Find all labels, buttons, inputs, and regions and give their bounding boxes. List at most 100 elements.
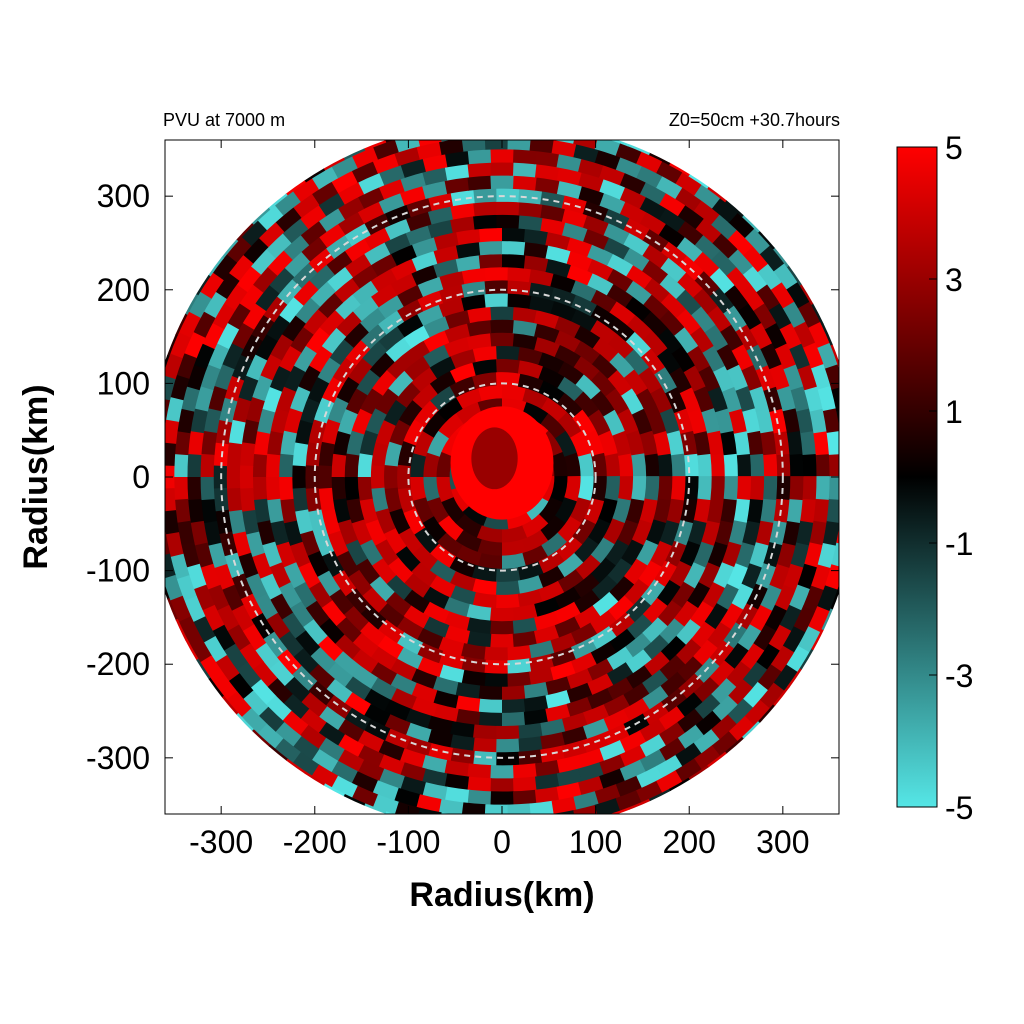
field-cell (477, 240, 502, 256)
field-cell (467, 776, 492, 792)
field-cell (665, 540, 688, 567)
field-cell (726, 363, 749, 391)
field-cell (289, 326, 314, 354)
field-cell (437, 515, 465, 542)
field-cell (598, 178, 626, 200)
field-cell (328, 338, 354, 366)
field-cell (709, 266, 735, 294)
field-cell (799, 283, 814, 305)
field-cell (809, 519, 828, 546)
colorbar-tick-label: 1 (945, 394, 963, 430)
field-cell (148, 488, 163, 512)
field-cell (658, 309, 685, 336)
field-cell (337, 519, 359, 546)
field-cell (830, 586, 839, 610)
field-cell (326, 266, 353, 293)
field-cell (289, 386, 311, 413)
field-cell (625, 264, 653, 289)
field-cell (825, 563, 839, 590)
field-cell (741, 214, 760, 233)
field-cell (811, 628, 825, 651)
field-cell (351, 280, 379, 306)
field-cell (479, 711, 503, 727)
field-cell (207, 584, 230, 612)
field-cell (334, 634, 362, 661)
field-cell (257, 723, 285, 750)
field-cell (352, 632, 380, 659)
field-cell (254, 284, 280, 312)
field-cell (165, 399, 170, 423)
field-cell (478, 553, 503, 570)
field-cell (727, 229, 754, 256)
field-cell (421, 411, 447, 439)
field-cell (752, 302, 777, 330)
field-cell (598, 164, 625, 186)
field-cell (318, 706, 346, 731)
field-cell (174, 498, 191, 524)
field-cell (522, 228, 548, 246)
field-cell (502, 698, 527, 714)
field-cell (850, 521, 856, 545)
field-cell (423, 601, 451, 625)
field-cell (544, 258, 571, 278)
field-cell (573, 390, 600, 418)
field-cell (556, 535, 584, 562)
field-cell (398, 527, 423, 555)
field-cell (742, 661, 769, 688)
field-cell (389, 273, 417, 296)
field-cell (225, 236, 252, 264)
field-cell (297, 365, 321, 393)
field-cell (238, 284, 264, 312)
field-cell (625, 330, 652, 358)
field-cell (241, 510, 260, 536)
field-cell (571, 408, 597, 436)
field-cell (658, 223, 686, 248)
field-cell (455, 514, 483, 539)
field-cell (793, 320, 816, 348)
field-cell (622, 217, 650, 241)
field-cell (188, 291, 212, 319)
field-cell (545, 689, 572, 709)
field-cell (223, 643, 249, 671)
field-cell (786, 667, 803, 689)
field-cell (237, 375, 259, 403)
field-cell (484, 646, 509, 662)
field-cell (625, 632, 653, 658)
field-cell (631, 518, 654, 546)
field-cell (369, 268, 397, 293)
field-cell (828, 476, 839, 500)
field-cell (690, 305, 716, 333)
field-cell (530, 814, 555, 830)
field-cell (755, 562, 777, 589)
field-cell (228, 509, 246, 536)
field-cell (423, 616, 451, 639)
field-cell (192, 311, 216, 339)
field-cell (292, 752, 320, 777)
field-cell (731, 343, 754, 371)
field-cell (796, 407, 814, 434)
field-cell (590, 625, 618, 650)
field-cell (443, 163, 469, 181)
field-cell (782, 300, 806, 328)
field-cell (402, 325, 430, 349)
field-cell (449, 556, 477, 579)
field-cell (336, 550, 360, 579)
field-cell (639, 196, 667, 220)
field-cell (529, 667, 555, 686)
field-cell (266, 430, 284, 456)
field-cell (769, 519, 788, 546)
field-cell (828, 453, 839, 477)
field-cell (299, 724, 327, 750)
field-cell (769, 363, 790, 390)
field-cell (193, 616, 216, 644)
field-cell (467, 763, 492, 779)
field-cell (659, 721, 687, 746)
field-cell (227, 624, 252, 652)
field-cell (659, 256, 687, 283)
field-cell (294, 297, 321, 325)
field-cell (190, 520, 208, 547)
field-cell (741, 562, 763, 590)
field-cell (343, 794, 367, 806)
field-cell (507, 123, 531, 138)
field-cell (318, 737, 346, 762)
